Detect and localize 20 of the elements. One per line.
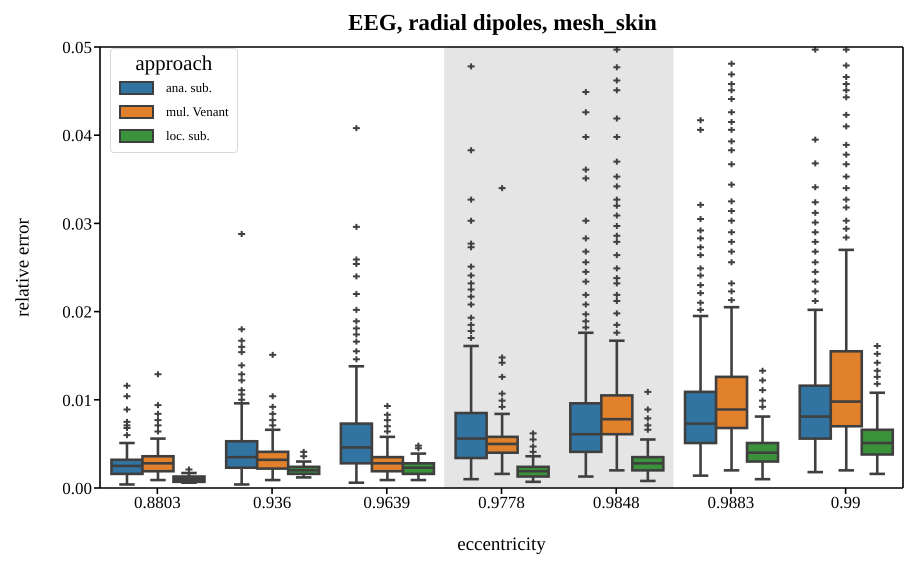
x-tick-label: 0.8803 [134, 493, 181, 512]
y-tick-label: 0.00 [62, 479, 92, 498]
y-tick-label: 0.02 [62, 302, 92, 322]
y-axis-title: relative error [12, 218, 34, 317]
y-tick-label: 0.01 [62, 390, 92, 410]
chart-title: EEG, radial dipoles, mesh_skin [347, 9, 658, 37]
x-tick-label: 0.9639 [363, 493, 410, 512]
legend-label: mul. Venant [166, 104, 229, 120]
x-tick-label: 0.936 [252, 493, 292, 512]
legend-label: loc. sub. [166, 128, 210, 144]
x-tick-label: 0.9778 [478, 493, 525, 512]
x-tick-label: 0.9883 [708, 493, 754, 512]
x-axis-title: eccentricity [457, 534, 546, 555]
y-tick-label: 0.04 [62, 126, 92, 146]
legend-label: ana. sub. [166, 80, 212, 96]
y-tick-label: 0.05 [62, 38, 92, 58]
legend-title: approach [134, 51, 214, 76]
y-tick-label: 0.03 [62, 214, 92, 234]
x-tick-label: 0.99 [830, 493, 861, 512]
x-tick-label: 0.9848 [592, 493, 640, 512]
